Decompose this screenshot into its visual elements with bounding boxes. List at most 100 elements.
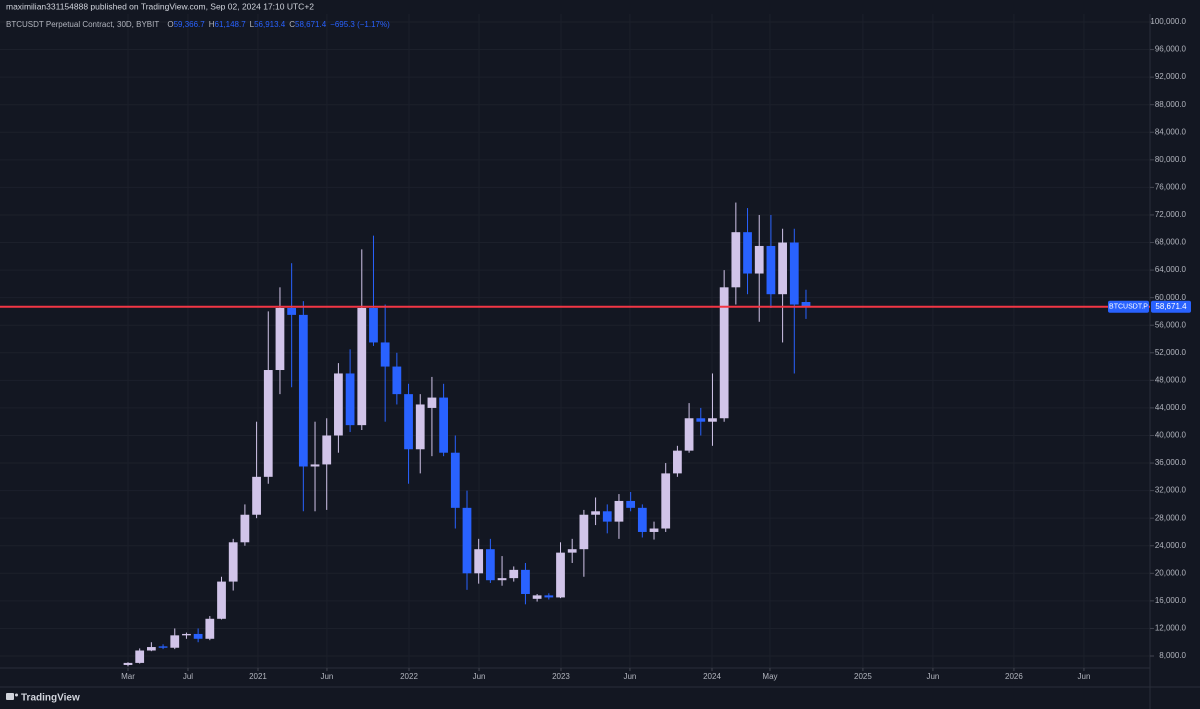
candle-body — [637, 507, 647, 532]
x-tick-label: Jun — [1078, 672, 1091, 681]
x-tick-label: 2024 — [703, 672, 721, 681]
candle-body — [649, 528, 659, 532]
legend-value: 58,671.4 — [295, 20, 327, 29]
logo-dot — [15, 693, 18, 697]
candle-body — [591, 511, 600, 515]
candle-body — [287, 307, 297, 315]
candle-body — [182, 633, 191, 636]
y-tick-label: 60,000.0 — [1155, 293, 1187, 302]
candle-body — [380, 342, 390, 367]
brand-logo: TradingView — [6, 693, 80, 704]
legend-key: L — [250, 20, 255, 29]
candle-body — [521, 569, 530, 594]
legend-key: O — [167, 20, 173, 29]
candle-body — [579, 514, 589, 550]
x-tick-label: Jun — [926, 672, 939, 681]
y-tick-label: 36,000.0 — [1155, 458, 1187, 467]
y-tick-label: 84,000.0 — [1155, 127, 1187, 136]
symbol-title: BTCUSDT Perpetual Contract, 30D, BYBIT — [6, 20, 159, 29]
brand-name: TradingView — [21, 693, 80, 704]
y-tick-label: 80,000.0 — [1155, 155, 1187, 164]
y-tick-label: 44,000.0 — [1155, 403, 1187, 412]
symbol-tag — [1108, 300, 1149, 313]
candle-body — [614, 500, 624, 522]
candle-body — [754, 245, 764, 274]
candle-body — [205, 618, 215, 639]
candle-body — [544, 595, 554, 598]
candle-body — [427, 397, 437, 408]
y-tick-label: 20,000.0 — [1155, 568, 1187, 577]
candle-body — [766, 245, 776, 295]
y-tick-label: 100,000.0 — [1150, 17, 1186, 26]
x-tick-label: Jun — [320, 672, 333, 681]
candle-body — [509, 569, 519, 579]
candle-body — [240, 514, 250, 543]
candle-body — [789, 242, 799, 305]
header-bar — [0, 0, 1200, 14]
y-tick-label: 68,000.0 — [1155, 238, 1187, 247]
legend-key: H — [209, 20, 215, 29]
candle-body — [743, 232, 752, 274]
candle-body — [485, 549, 495, 581]
price-tag — [1151, 300, 1191, 313]
candle-body — [696, 418, 706, 422]
candle-body — [275, 307, 285, 371]
candle-body — [146, 647, 156, 651]
candle-body — [684, 418, 694, 451]
x-tick-label: May — [762, 672, 777, 681]
y-tick-label: 16,000.0 — [1155, 596, 1187, 605]
publisher-line: maximilian331154888 published on Trading… — [6, 1, 314, 11]
legend-value: 56,913.4 — [254, 20, 286, 29]
y-tick-label: 8,000.0 — [1159, 651, 1186, 660]
candle-body — [217, 581, 226, 619]
candle-body — [345, 373, 355, 426]
candle-body — [392, 366, 402, 395]
y-tick-label: 48,000.0 — [1155, 375, 1187, 384]
candle-body — [135, 650, 145, 663]
candle-body — [474, 549, 484, 574]
candle-body — [123, 662, 133, 665]
x-tick-label: Mar — [121, 672, 135, 681]
y-tick-label: 76,000.0 — [1155, 182, 1187, 191]
y-tick-label: 24,000.0 — [1155, 541, 1187, 550]
candle-body — [462, 507, 472, 574]
candle-body — [532, 595, 542, 599]
legend-value: 59,366.7 — [174, 20, 206, 29]
logo-mark — [6, 693, 14, 700]
candle-body — [602, 511, 612, 522]
candle-body — [415, 404, 425, 450]
x-tick-label: 2026 — [1005, 672, 1023, 681]
grid — [0, 14, 1150, 668]
legend-key: C — [289, 20, 295, 29]
candle-body — [334, 373, 343, 436]
y-tick-label: 12,000.0 — [1155, 624, 1187, 633]
y-tick-label: 40,000.0 — [1155, 431, 1187, 440]
candle-body — [298, 314, 308, 467]
candle-body — [357, 307, 367, 426]
candle-body — [731, 232, 741, 288]
candle-body — [228, 542, 238, 582]
legend: BTCUSDT Perpetual Contract, 30D, BYBIT O… — [6, 20, 390, 29]
x-tick-label: Jul — [183, 672, 193, 681]
candle-body — [310, 464, 320, 467]
legend-value: 61,148.7 — [215, 20, 247, 29]
y-tick-label: 32,000.0 — [1155, 486, 1187, 495]
candle-body — [626, 500, 636, 508]
y-tick-label: 88,000.0 — [1155, 100, 1187, 109]
candle-body — [556, 552, 565, 598]
candle-body — [661, 473, 671, 529]
y-tick-label: 96,000.0 — [1155, 45, 1187, 54]
x-tick-label: Jun — [473, 672, 486, 681]
candle-body — [252, 476, 261, 515]
candle-body — [439, 397, 448, 453]
candle-body — [369, 307, 378, 343]
candle-body — [719, 287, 729, 419]
candle-body — [404, 394, 413, 450]
candle-body — [778, 242, 787, 295]
candle-body — [193, 633, 203, 639]
x-tick-label: 2023 — [552, 672, 570, 681]
candle-body — [322, 435, 332, 465]
y-tick-label: 56,000.0 — [1155, 320, 1187, 329]
